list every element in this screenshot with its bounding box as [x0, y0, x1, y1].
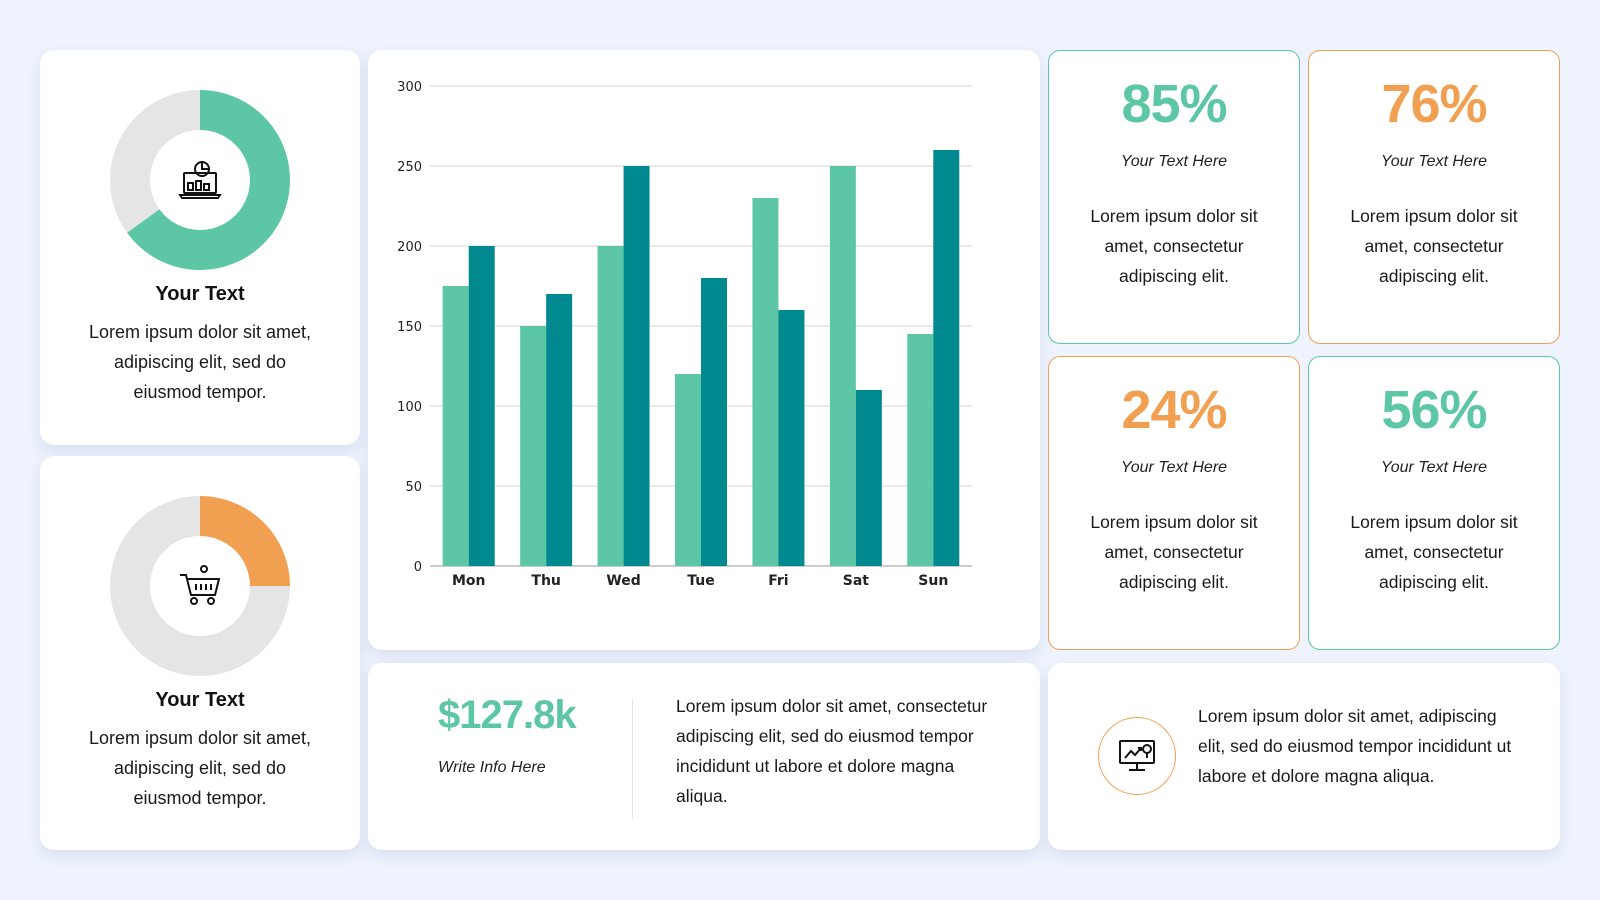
stat-label: Your Text Here — [1380, 153, 1488, 170]
x-tick-label: Mon — [452, 573, 486, 589]
donut-description: Lorem ipsum dolor sit amet, adipiscing e… — [88, 322, 312, 402]
divider — [632, 699, 633, 819]
stat-card-4: 56% Your Text Here Lorem ipsum dolor sit… — [1308, 356, 1560, 650]
bar-mon-series-1 — [442, 286, 469, 566]
x-tick-label: Wed — [606, 573, 640, 589]
donut-value-arc — [110, 90, 290, 270]
y-tick-label: 100 — [397, 400, 422, 415]
donut-title: Your Text — [155, 283, 245, 305]
x-tick-label: Sat — [843, 573, 870, 589]
bar-sat-series-2 — [855, 390, 882, 566]
stat-value: 56% — [1381, 380, 1487, 440]
bar-thu-series-2 — [546, 294, 573, 566]
bar-fri-series-2 — [778, 310, 805, 566]
x-tick-label: Fri — [768, 573, 788, 589]
monitor-analytics-icon — [1098, 717, 1176, 795]
bar-tue-series-2 — [701, 278, 727, 566]
x-tick-label: Thu — [531, 573, 560, 589]
bar-wed-series-1 — [597, 246, 624, 566]
stat-description: Lorem ipsum dolor sit amet, consectetur … — [1090, 206, 1258, 286]
y-tick-label: 200 — [397, 240, 422, 255]
stat-card-1: 85% Your Text Here Lorem ipsum dolor sit… — [1048, 50, 1300, 344]
stat-value: 24% — [1121, 380, 1227, 440]
x-tick-label: Sun — [918, 573, 948, 589]
donut-chart-2 — [110, 496, 290, 676]
y-tick-label: 150 — [397, 320, 422, 335]
stat-description: Lorem ipsum dolor sit amet, consectetur … — [1350, 512, 1518, 592]
stat-description: Lorem ipsum dolor sit amet, consectetur … — [1090, 512, 1258, 592]
y-tick-label: 300 — [397, 80, 422, 95]
stat-description: Lorem ipsum dolor sit amet, consectetur … — [1350, 206, 1518, 286]
stat-label: Your Text Here — [1120, 153, 1228, 170]
x-tick-label: Tue — [687, 573, 714, 589]
bar-mon-series-2 — [468, 246, 495, 566]
donut-value-arc — [110, 496, 290, 676]
bar-thu-series-1 — [520, 326, 547, 566]
bar-chart-card: 0 50 100 150 200 250 300 Mon Thu Wed Tue Fri Sat Sun — [368, 50, 1040, 650]
stat-card-3: 24% Your Text Here Lorem ipsum dolor sit… — [1048, 356, 1300, 650]
donut-description: Lorem ipsum dolor sit amet, adipiscing e… — [88, 728, 312, 808]
bar-chart: 0 50 100 150 200 250 300 Mon Thu Wed Tue Fri Sat Sun — [397, 80, 972, 589]
y-tick-label: 50 — [405, 480, 422, 495]
donut-chart-1 — [110, 90, 290, 270]
stat-label: Your Text Here — [1380, 459, 1488, 476]
stat-label: Your Text Here — [1120, 459, 1228, 476]
revenue-value: $127.8k — [438, 693, 577, 737]
donut-card-1: Your Text Lorem ipsum dolor sit amet, ad… — [40, 50, 360, 445]
revenue-card: $127.8k Write Info Here Lorem ipsum dolo… — [368, 663, 1040, 850]
y-tick-label: 250 — [397, 160, 422, 175]
bar-sun-series-2 — [933, 150, 960, 566]
donut-card-2: Your Text Lorem ipsum dolor sit amet, ad… — [40, 456, 360, 850]
bar-sun-series-1 — [907, 334, 934, 566]
bar-fri-series-1 — [752, 198, 779, 566]
shopping-cart-icon — [177, 563, 223, 609]
info-description: Lorem ipsum dolor sit amet, adipiscing e… — [1198, 706, 1512, 786]
bar-wed-series-2 — [623, 166, 650, 566]
info-card: Lorem ipsum dolor sit amet, adipiscing e… — [1048, 663, 1560, 850]
y-tick-label: 0 — [414, 560, 422, 575]
stat-card-2: 76% Your Text Here Lorem ipsum dolor sit… — [1308, 50, 1560, 344]
laptop-chart-icon — [177, 157, 223, 203]
bar-tue-series-1 — [675, 374, 701, 566]
revenue-label: Write Info Here — [438, 759, 546, 776]
stat-value: 85% — [1121, 74, 1227, 134]
revenue-description: Lorem ipsum dolor sit amet, consectetur … — [676, 696, 988, 806]
donut-title: Your Text — [155, 689, 245, 711]
stat-value: 76% — [1381, 74, 1487, 134]
bar-sat-series-1 — [829, 166, 856, 566]
